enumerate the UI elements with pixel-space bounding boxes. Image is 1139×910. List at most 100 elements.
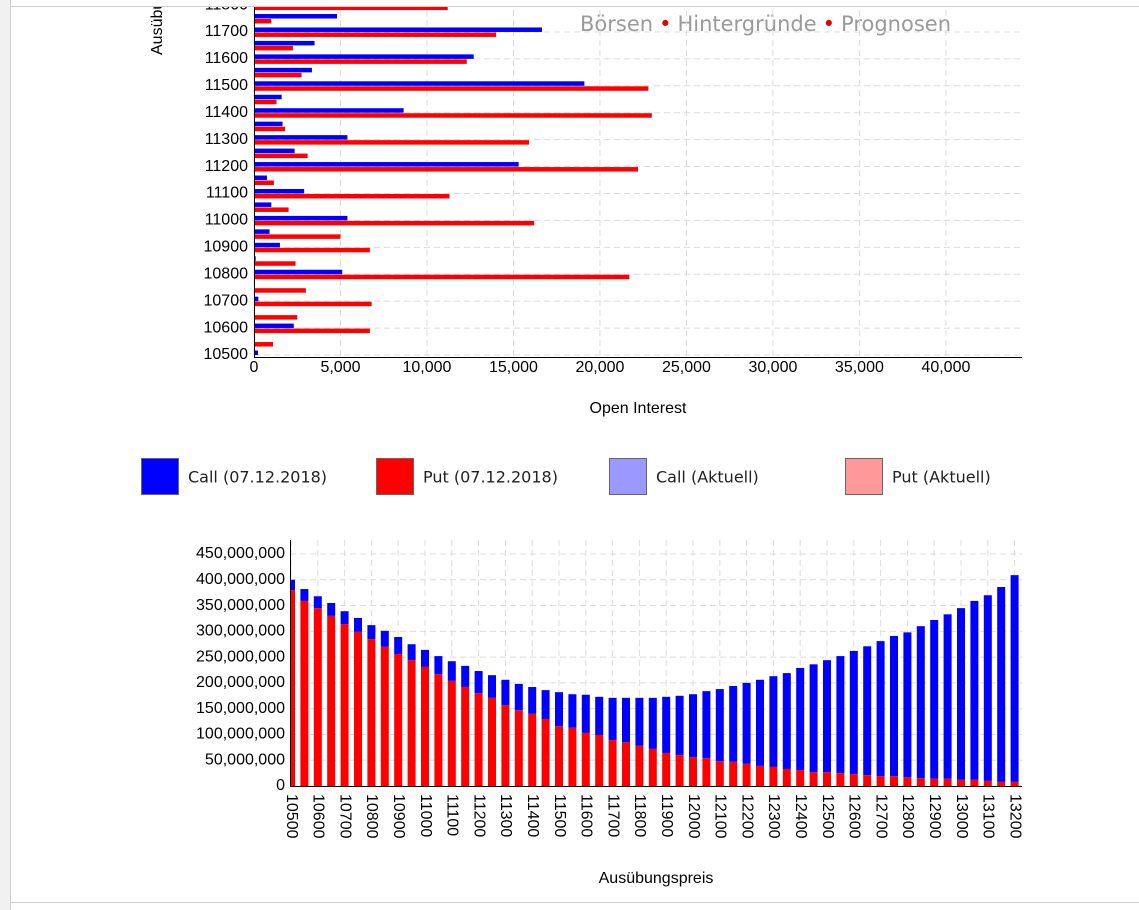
bar xyxy=(254,140,530,145)
bar-segment xyxy=(648,748,657,786)
bar xyxy=(254,86,649,91)
x-tick-label: 20,000 xyxy=(575,359,624,376)
bar xyxy=(254,323,294,329)
bar xyxy=(254,220,535,226)
legend-swatch xyxy=(845,458,883,495)
bar-segment xyxy=(622,742,630,786)
bar xyxy=(254,202,272,207)
y-tick-label: 350,000,000 xyxy=(196,597,285,614)
x-tick-label: 12700 xyxy=(872,794,889,839)
bar xyxy=(254,40,315,46)
bar xyxy=(254,81,585,86)
x-axis-title: Ausübungspreis xyxy=(599,870,714,887)
bar-segment xyxy=(662,753,671,786)
chart-stacked: Ausübungspreis 0 50,000,000 100,000,000 150… xyxy=(196,540,1023,887)
y-tick-label: 11200 xyxy=(205,158,248,175)
x-tick-label: 11100 xyxy=(444,794,461,836)
bar-segment xyxy=(756,679,764,766)
bar-segment xyxy=(421,649,429,667)
bar-segment xyxy=(890,635,898,777)
x-tick-label: 11800 xyxy=(631,794,648,837)
chart-open-interest: Börsen•Hintergründe•Prognosen Ausübungsp… xyxy=(149,7,1022,363)
y-tick-label: 11000 xyxy=(205,212,248,229)
bar xyxy=(254,67,312,73)
bar-segment xyxy=(514,683,523,711)
y-tick-label: 100,000,000 xyxy=(196,726,285,743)
bar-segment xyxy=(461,665,470,688)
y-tick-label: 200,000,000 xyxy=(196,674,285,691)
legend-label: Put (07.12.2018) xyxy=(423,468,558,487)
bar-segment xyxy=(957,608,965,780)
bar xyxy=(254,350,258,355)
y-tick-label: 10700 xyxy=(204,292,249,309)
bar xyxy=(254,162,519,167)
x-tick-label: 35,000 xyxy=(835,359,884,376)
bar-segment xyxy=(568,727,577,786)
bar-segment xyxy=(689,694,697,758)
x-tick-label: 12600 xyxy=(846,794,863,839)
x-tick-label: 15,000 xyxy=(489,359,538,376)
y-tick-label: 0 xyxy=(276,777,285,794)
x-tick-label: 10500 xyxy=(283,794,300,839)
bar-segment xyxy=(903,777,912,786)
bar xyxy=(254,108,404,113)
bar-segment xyxy=(782,768,791,786)
bar-segment xyxy=(555,692,563,727)
y-tick-label: 10900 xyxy=(204,239,249,256)
bar-segment xyxy=(488,675,496,698)
bar-segment xyxy=(702,691,711,759)
bar-segment xyxy=(635,697,644,746)
bar xyxy=(254,7,448,11)
bar-segment xyxy=(742,763,751,786)
bar-segment xyxy=(930,778,939,786)
bar xyxy=(254,328,370,334)
bar-segment xyxy=(849,774,858,786)
bar xyxy=(254,242,280,248)
bar xyxy=(254,148,295,154)
legend-label: Put (Aktuell) xyxy=(892,468,991,487)
bar-segment xyxy=(1010,575,1019,782)
bar-segment xyxy=(729,685,738,762)
bar-segment xyxy=(528,713,537,786)
bar-segment xyxy=(313,608,322,786)
bar xyxy=(254,19,272,24)
bar-segment xyxy=(823,660,831,773)
bar-segment xyxy=(876,776,885,786)
legend-swatch xyxy=(376,458,414,495)
bar xyxy=(254,94,282,100)
bar-segment xyxy=(327,615,336,786)
bar xyxy=(254,247,370,253)
bar-segment xyxy=(876,641,885,777)
bar-segment xyxy=(796,667,805,771)
bar-segment xyxy=(474,693,483,786)
x-tick-label: 11300 xyxy=(497,794,514,837)
bar-segment xyxy=(290,590,295,786)
bar xyxy=(254,45,293,51)
bar-segment xyxy=(689,757,697,786)
bar xyxy=(254,175,267,181)
bar xyxy=(254,215,348,221)
bar-segment xyxy=(380,646,389,786)
bar-segment xyxy=(407,660,416,786)
x-tick-label: 5,000 xyxy=(320,359,360,376)
legend-label: Call (07.12.2018) xyxy=(188,468,327,487)
bar-segment xyxy=(809,772,818,786)
bar-segment xyxy=(434,674,443,786)
bar-segment xyxy=(970,600,979,780)
bar-segment xyxy=(380,630,389,647)
bar-segment xyxy=(970,779,979,786)
bar-segment xyxy=(528,687,537,714)
bar-segment xyxy=(340,624,349,786)
bars xyxy=(290,575,1019,786)
bar-segment xyxy=(702,758,711,786)
x-tick-label: 11000 xyxy=(417,794,434,837)
bar-segment xyxy=(488,697,496,786)
x-tick-label: 10700 xyxy=(336,794,353,839)
bar-segment xyxy=(715,761,724,786)
bar-segment xyxy=(474,671,483,694)
bar xyxy=(254,269,343,275)
bar-segment xyxy=(367,625,376,640)
bar xyxy=(254,113,652,118)
bar-segment xyxy=(595,696,604,735)
